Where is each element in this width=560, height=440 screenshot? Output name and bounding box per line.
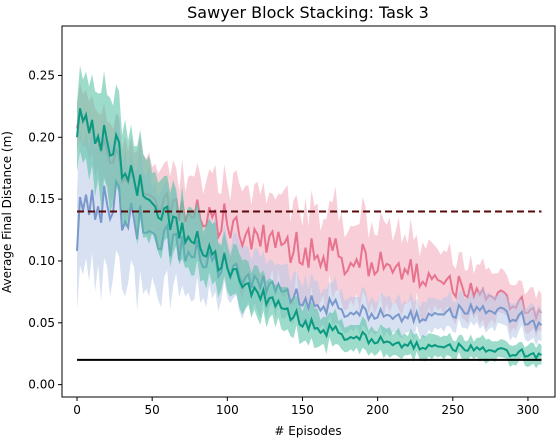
x-tick-label: 250 (441, 403, 464, 417)
x-tick-label: 100 (216, 403, 239, 417)
y-axis-title: Average Final Distance (m) (0, 131, 14, 293)
y-tick-label: 0.15 (28, 192, 55, 206)
x-axis-title: # Episodes (274, 424, 341, 438)
x-tick-label: 50 (145, 403, 160, 417)
y-tick-label: 0.00 (28, 378, 55, 392)
y-tick-label: 0.25 (28, 68, 55, 82)
x-tick-label: 150 (291, 403, 314, 417)
chart-title: Sawyer Block Stacking: Task 3 (187, 3, 429, 22)
y-tick-label: 0.10 (28, 254, 55, 268)
x-tick-label: 200 (366, 403, 389, 417)
y-tick-label: 0.20 (28, 130, 55, 144)
y-tick-label: 0.05 (28, 316, 55, 330)
x-tick-label: 0 (73, 403, 81, 417)
x-tick-label: 300 (516, 403, 539, 417)
